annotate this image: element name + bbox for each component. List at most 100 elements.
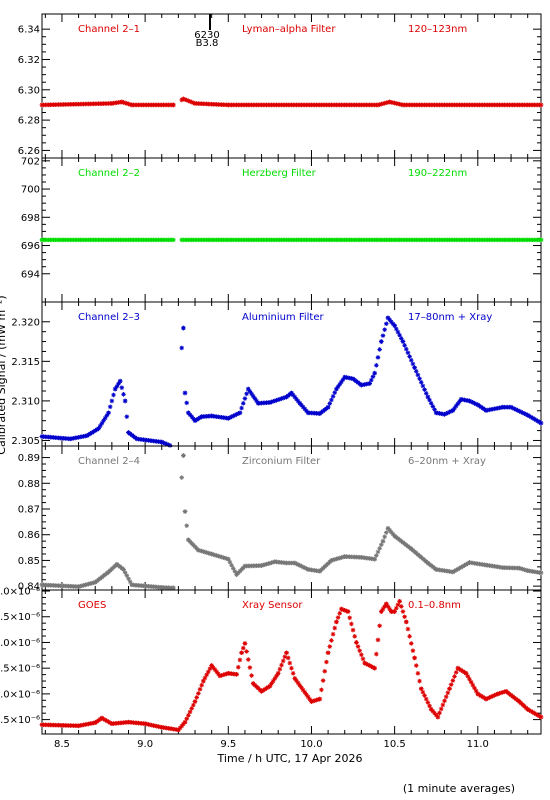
data-point xyxy=(97,423,103,429)
data-point xyxy=(216,671,221,677)
data-point xyxy=(176,727,181,733)
data-point xyxy=(453,403,459,409)
data-point xyxy=(455,401,461,407)
data-point xyxy=(332,625,338,631)
data-point xyxy=(487,695,492,700)
data-point xyxy=(415,671,421,676)
y-tick-label: 694 xyxy=(21,269,40,280)
data-point xyxy=(390,531,396,537)
data-point xyxy=(194,417,199,422)
data-point xyxy=(142,721,148,727)
data-point xyxy=(335,556,341,561)
data-point xyxy=(167,443,173,448)
data-point xyxy=(523,412,529,417)
data-point xyxy=(397,599,402,604)
data-point xyxy=(211,552,216,557)
data-point xyxy=(87,431,93,436)
data-point xyxy=(277,396,283,402)
data-point xyxy=(370,374,376,379)
data-point xyxy=(330,394,336,399)
data-point xyxy=(339,379,344,385)
data-point xyxy=(440,702,446,708)
data-point xyxy=(325,650,331,656)
data-point xyxy=(532,710,537,716)
data-point xyxy=(320,678,326,683)
y-tick-label: 698 xyxy=(21,213,40,224)
data-point xyxy=(387,606,392,612)
filter-label: Zirconium Filter xyxy=(242,456,321,467)
data-point xyxy=(340,607,346,612)
data-point xyxy=(225,556,231,562)
data-point xyxy=(274,673,279,679)
data-point xyxy=(385,525,391,531)
data-point xyxy=(425,394,431,400)
data-point xyxy=(382,604,387,609)
data-point xyxy=(364,661,369,667)
data-point xyxy=(197,548,203,553)
data-point xyxy=(518,409,524,415)
data-point xyxy=(447,409,452,415)
data-point xyxy=(214,669,219,675)
data-point xyxy=(379,609,384,614)
panel-4: 0.84 0.85 0.86 0.87 0.88 0.89 Channel 2–4 Zirco… xyxy=(18,445,544,593)
data-point xyxy=(457,565,462,571)
y-tick-label: 6.30 xyxy=(18,85,40,96)
data-point xyxy=(101,418,106,423)
data-point xyxy=(485,695,491,701)
data-point xyxy=(191,542,196,548)
data-point xyxy=(453,669,459,675)
data-point xyxy=(289,390,294,396)
data-series xyxy=(39,237,544,243)
data-point xyxy=(452,568,457,574)
data-point xyxy=(483,696,489,702)
data-point xyxy=(162,441,168,446)
data-point xyxy=(349,621,354,627)
data-point xyxy=(493,692,499,697)
data-point xyxy=(232,569,238,574)
data-point xyxy=(187,709,193,715)
data-point xyxy=(490,693,496,699)
data-point xyxy=(227,559,233,565)
data-point xyxy=(171,102,176,108)
data-point xyxy=(413,663,419,668)
data-point xyxy=(211,665,216,670)
data-point xyxy=(295,562,301,567)
data-point xyxy=(380,333,386,338)
data-point xyxy=(196,691,201,696)
data-point xyxy=(245,657,251,662)
data-point xyxy=(317,411,323,416)
data-point xyxy=(297,563,303,568)
data-point xyxy=(265,561,271,566)
data-point xyxy=(367,663,372,668)
data-point xyxy=(221,555,226,560)
data-point xyxy=(199,414,204,420)
data-point xyxy=(410,361,416,367)
data-point xyxy=(235,664,241,670)
data-point xyxy=(270,559,276,565)
data-point xyxy=(294,396,299,402)
data-point xyxy=(262,562,268,567)
data-point xyxy=(417,678,422,684)
data-point xyxy=(503,689,509,694)
data-point xyxy=(225,416,231,421)
y-tick-label: 2.305 xyxy=(11,436,40,447)
data-point xyxy=(340,377,346,382)
data-point xyxy=(319,687,324,693)
data-point xyxy=(448,408,454,414)
data-point xyxy=(191,100,196,106)
data-point xyxy=(525,412,530,418)
data-point xyxy=(191,416,196,422)
data-point xyxy=(422,387,427,392)
y-tick-label: 4.5×10⁻⁶ xyxy=(0,664,40,675)
y-tick-label: 2.315 xyxy=(11,357,40,368)
data-point xyxy=(520,410,526,416)
data-point xyxy=(119,385,125,391)
data-point xyxy=(67,436,73,442)
data-point xyxy=(402,614,407,620)
data-point xyxy=(443,411,449,416)
event-marker-label-2: B3.8 xyxy=(196,38,219,49)
data-point xyxy=(184,716,190,722)
band-label: 190–222nm xyxy=(408,168,467,179)
data-point xyxy=(202,549,208,555)
data-point xyxy=(450,678,456,683)
